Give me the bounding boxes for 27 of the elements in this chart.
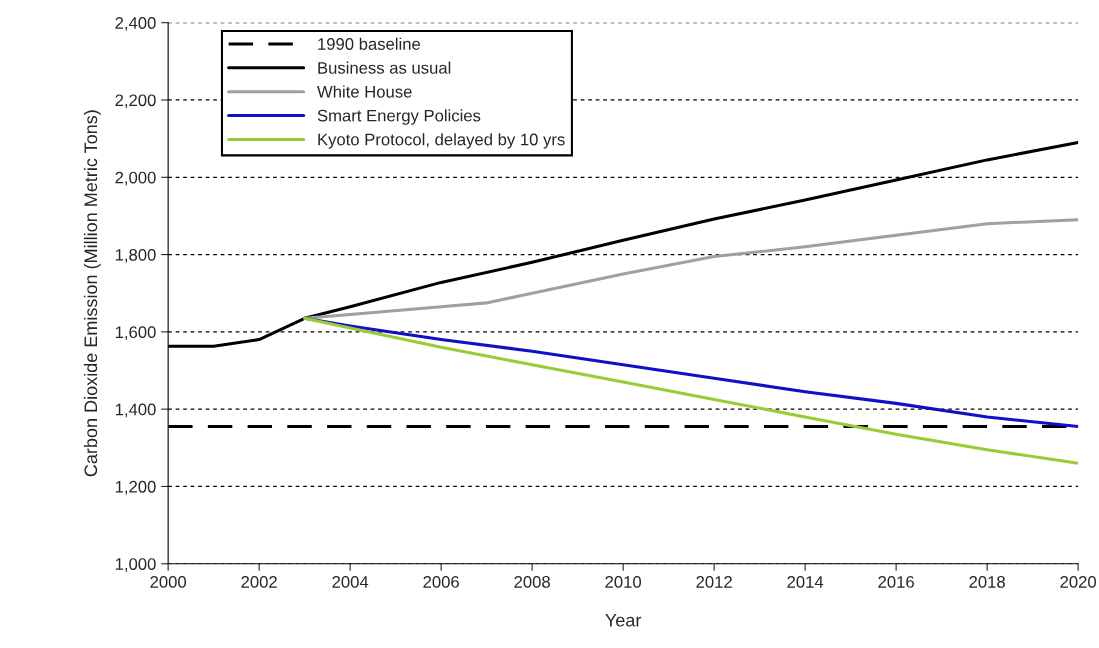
x-tick-label: 2016 bbox=[878, 576, 914, 588]
x-tick-label: 2018 bbox=[969, 576, 1005, 588]
y-tick-label: 2,400 bbox=[115, 17, 156, 31]
y-tick-label: 1,800 bbox=[115, 248, 156, 263]
x-tick-label: 2006 bbox=[423, 576, 459, 588]
x-tick-label: 2020 bbox=[1060, 576, 1097, 588]
x-tick-label: 2010 bbox=[605, 576, 642, 588]
y-tick-label: 1,000 bbox=[115, 558, 156, 572]
x-tick-label: 2008 bbox=[514, 576, 550, 588]
line-series bbox=[303, 316, 1079, 465]
y-tick-label: 2,200 bbox=[115, 94, 156, 109]
y-tick-label: 1,400 bbox=[115, 403, 156, 418]
x-axis-title: Year bbox=[605, 613, 642, 627]
legend-label: White House bbox=[317, 85, 412, 98]
legend-label: Kyoto Protocol, delayed by 10 yrs bbox=[318, 133, 565, 149]
x-tick-label: 2012 bbox=[696, 576, 732, 588]
y-tick-label: 1,600 bbox=[115, 326, 156, 341]
y-tick-label: 2,000 bbox=[115, 171, 156, 186]
y-axis-title: Carbon Dioxide Emission (Million Metric Tons) bbox=[83, 110, 101, 477]
legend-label: Business as usual bbox=[318, 61, 451, 74]
x-tick-label: 2004 bbox=[332, 576, 369, 588]
x-tick-label: 2002 bbox=[241, 576, 277, 588]
y-tick-label: 1,200 bbox=[115, 480, 156, 495]
x-tick-label: 2014 bbox=[787, 576, 824, 588]
legend-label: Smart Energy Policies bbox=[317, 109, 481, 125]
x-tick-label: 2000 bbox=[150, 576, 187, 588]
legend-label: 1990 baseline bbox=[318, 37, 421, 50]
